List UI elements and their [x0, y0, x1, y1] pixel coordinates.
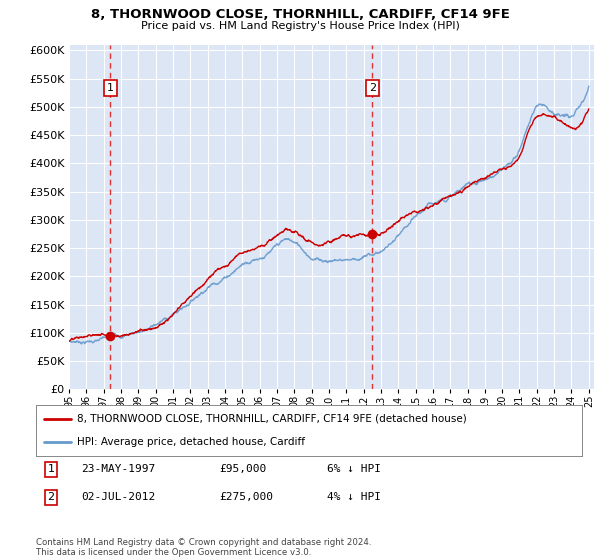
Text: 2: 2 — [368, 83, 376, 93]
Text: HPI: Average price, detached house, Cardiff: HPI: Average price, detached house, Card… — [77, 437, 305, 447]
Text: 2: 2 — [47, 492, 55, 502]
Text: 8, THORNWOOD CLOSE, THORNHILL, CARDIFF, CF14 9FE: 8, THORNWOOD CLOSE, THORNHILL, CARDIFF, … — [91, 8, 509, 21]
Text: 1: 1 — [107, 83, 114, 93]
Text: 02-JUL-2012: 02-JUL-2012 — [81, 492, 155, 502]
Text: Price paid vs. HM Land Registry's House Price Index (HPI): Price paid vs. HM Land Registry's House … — [140, 21, 460, 31]
Text: Contains HM Land Registry data © Crown copyright and database right 2024.
This d: Contains HM Land Registry data © Crown c… — [36, 538, 371, 557]
Text: £275,000: £275,000 — [219, 492, 273, 502]
Text: £95,000: £95,000 — [219, 464, 266, 474]
Text: 1: 1 — [47, 464, 55, 474]
Text: 4% ↓ HPI: 4% ↓ HPI — [327, 492, 381, 502]
Text: 8, THORNWOOD CLOSE, THORNHILL, CARDIFF, CF14 9FE (detached house): 8, THORNWOOD CLOSE, THORNHILL, CARDIFF, … — [77, 414, 467, 424]
Text: 23-MAY-1997: 23-MAY-1997 — [81, 464, 155, 474]
Text: 6% ↓ HPI: 6% ↓ HPI — [327, 464, 381, 474]
